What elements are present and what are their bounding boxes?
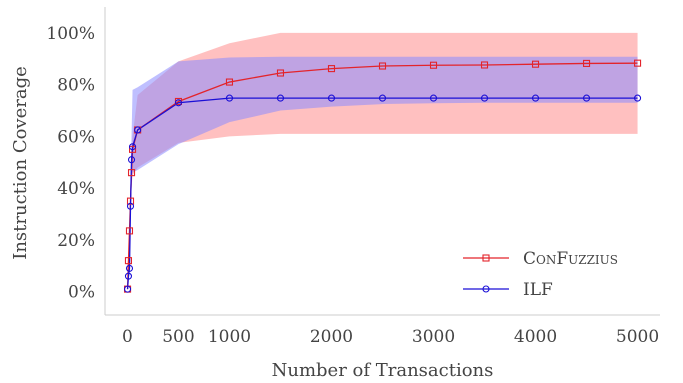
point-0 <box>126 197 135 205</box>
point-1 <box>327 94 336 102</box>
point-0 <box>582 59 591 67</box>
point-0 <box>225 78 234 86</box>
point-1 <box>582 94 591 102</box>
series-lines <box>126 62 638 290</box>
point-1 <box>429 94 438 102</box>
x-tick-label: 3000 <box>412 327 455 347</box>
point-0 <box>127 169 136 177</box>
point-1 <box>634 94 642 102</box>
y-tick-label: 20% <box>57 231 95 251</box>
point-0 <box>429 61 438 69</box>
point-0 <box>128 145 137 153</box>
point-0 <box>125 227 134 235</box>
point-1 <box>125 264 134 272</box>
legend: ConFuzzius ILF <box>463 249 618 300</box>
y-tick-label: 100% <box>46 24 95 44</box>
y-tick-label: 40% <box>57 179 95 199</box>
x-tick-label: 5000 <box>616 327 659 347</box>
point-1 <box>225 94 234 102</box>
x-tick-label: 0 <box>122 327 133 347</box>
x-axis-title: Number of Transactions <box>272 360 494 381</box>
point-0 <box>480 61 489 69</box>
point-0 <box>124 257 133 265</box>
x-tick-label: 500 <box>162 327 194 347</box>
band-1 <box>127 56 638 290</box>
x-tick-labels: 0 500 1000 2000 3000 4000 5000 <box>122 327 659 347</box>
point-0 <box>327 65 336 73</box>
point-1 <box>127 156 136 164</box>
confidence-bands <box>127 32 638 290</box>
y-tick-label: 80% <box>57 76 95 96</box>
series-markers <box>123 59 642 293</box>
y-axis-title: Instruction Coverage <box>10 66 31 260</box>
x-tick-label: 1000 <box>208 327 251 347</box>
point-1 <box>123 285 132 293</box>
point-0 <box>378 62 387 70</box>
y-tick-label: 60% <box>57 127 95 147</box>
legend-marker-confuzzius <box>482 254 490 262</box>
x-tick-label: 2000 <box>310 327 353 347</box>
legend-label-ilf: ILF <box>523 280 553 300</box>
x-tick-label: 4000 <box>514 327 557 347</box>
point-1 <box>531 94 540 102</box>
y-tick-label: 0% <box>68 283 95 303</box>
point-1 <box>276 94 285 102</box>
series-line-1 <box>126 97 638 290</box>
point-1 <box>134 126 142 134</box>
legend-label-confuzzius: ConFuzzius <box>523 249 618 269</box>
point-1 <box>126 202 135 210</box>
point-0 <box>276 69 285 77</box>
point-1 <box>124 272 133 280</box>
legend-marker-ilf <box>482 285 490 293</box>
point-1 <box>480 94 489 102</box>
axes <box>104 7 660 316</box>
point-0 <box>634 59 642 67</box>
point-1 <box>174 99 183 107</box>
point-1 <box>128 143 137 151</box>
point-1 <box>378 94 387 102</box>
y-tick-labels: 0% 20% 40% 60% 80% 100% <box>46 24 95 303</box>
point-0 <box>531 60 540 68</box>
